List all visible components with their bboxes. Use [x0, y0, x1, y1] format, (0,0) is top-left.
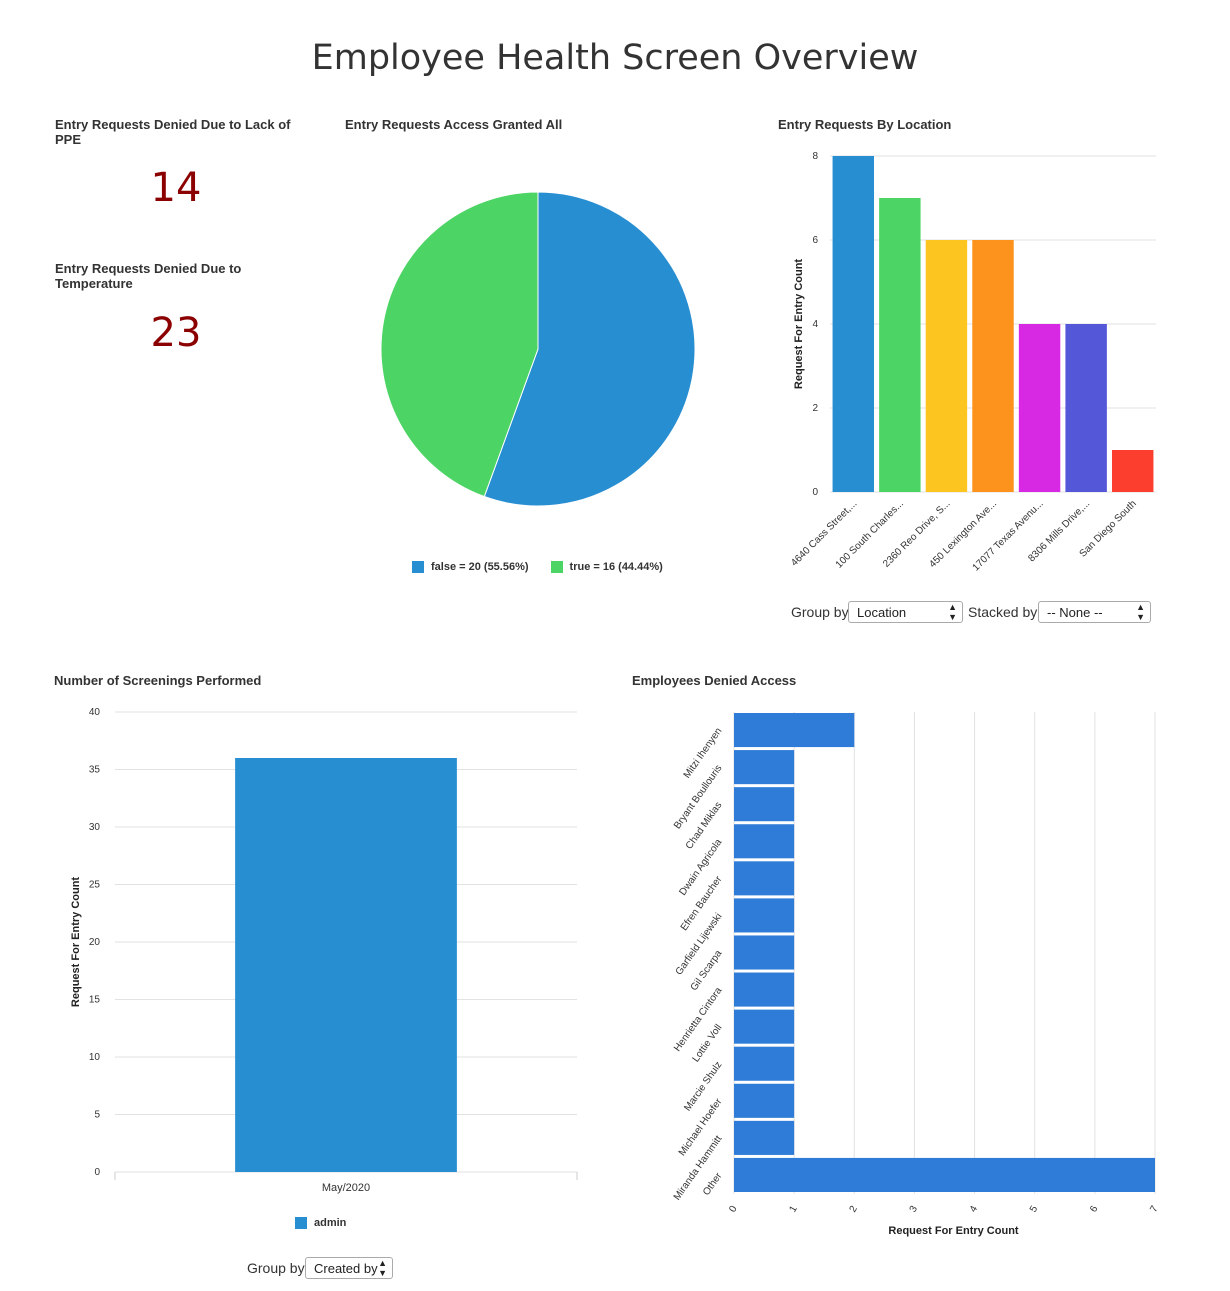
- screenings-group-by-select[interactable]: Created by ▲ ▼: [305, 1257, 393, 1279]
- y-tick-label: 0: [812, 487, 818, 498]
- employee-bar[interactable]: [734, 824, 795, 859]
- screenings-group-by-value: Created by: [314, 1261, 378, 1276]
- y-tick-label: 10: [89, 1052, 101, 1063]
- screenings-group-by-label: Group by: [247, 1260, 305, 1276]
- employee-bar[interactable]: [734, 1009, 795, 1044]
- screenings-bar-chart: 0 5 10 15 20 25 30 35 40 Request For Entry Count M…: [70, 707, 578, 1194]
- select-arrows-icon: ▲ ▼: [1136, 602, 1145, 622]
- x-axis-label: Request For Entry Count: [888, 1225, 1019, 1237]
- y-tick-label: Henrietta Cintora: [672, 985, 725, 1054]
- stacked-by-label: Stacked by: [968, 604, 1038, 620]
- employee-bar[interactable]: [734, 935, 795, 970]
- pie-slice-false[interactable]: [483, 191, 696, 507]
- x-tick-label: May/2020: [322, 1182, 370, 1194]
- select-arrows-icon: ▲ ▼: [378, 1258, 387, 1278]
- screenings-chart-title: Number of Screenings Performed: [54, 673, 262, 688]
- ppe-denied-count[interactable]: 14: [150, 165, 202, 211]
- x-tick-label: 0: [727, 1204, 740, 1215]
- select-arrows-icon: ▲ ▼: [948, 602, 957, 622]
- x-tick-label: 2: [848, 1204, 861, 1215]
- y-tick-label: Bryant Boullouris: [672, 763, 724, 831]
- legend-label-true[interactable]: true = 16 (44.44%): [569, 561, 663, 573]
- y-tick-label: 5: [94, 1110, 100, 1121]
- ppe-widget-title: Entry Requests Denied Due to Lack of PPE: [55, 117, 291, 147]
- location-bar[interactable]: [832, 156, 875, 492]
- x-tick-label: 1: [787, 1204, 800, 1215]
- employee-bar[interactable]: [734, 898, 795, 933]
- y-tick-label: Garfield Lijewski: [674, 911, 725, 977]
- y-tick-label: 8: [812, 151, 818, 162]
- location-bar[interactable]: [972, 240, 1014, 492]
- group-by-select[interactable]: Location ▲ ▼: [848, 601, 963, 623]
- y-axis-label: Request For Entry Count: [793, 259, 805, 390]
- location-bar[interactable]: [1018, 324, 1061, 492]
- y-axis-label: Request For Entry Count: [70, 877, 82, 1008]
- y-tick-label: 0: [94, 1167, 100, 1178]
- group-by-value: Location: [857, 605, 907, 620]
- employee-bar[interactable]: [734, 750, 795, 785]
- legend-swatch-admin: [295, 1217, 307, 1229]
- employee-bar[interactable]: [734, 787, 795, 822]
- legend-swatch-true: [550, 561, 563, 573]
- y-tick-label: 40: [89, 707, 101, 718]
- stacked-by-select[interactable]: -- None -- ▲ ▼: [1038, 601, 1151, 623]
- pie-slice-true[interactable]: [380, 191, 539, 498]
- employee-bar[interactable]: [734, 1157, 1155, 1192]
- denied-chart-title: Employees Denied Access: [632, 673, 797, 688]
- x-tick-label: 7: [1148, 1204, 1161, 1215]
- y-tick-label: 15: [89, 995, 101, 1006]
- x-tick-label: 4: [968, 1204, 981, 1215]
- temperature-widget-title: Entry Requests Denied Due to Temperature: [55, 261, 242, 291]
- legend-label-false[interactable]: false = 20 (55.56%): [431, 561, 529, 573]
- employee-bar[interactable]: [734, 1083, 795, 1118]
- location-chart-title: Entry Requests By Location: [778, 117, 952, 132]
- screenings-legend: admin: [295, 1217, 346, 1229]
- location-bar[interactable]: [925, 240, 968, 492]
- screenings-bar[interactable]: [235, 758, 457, 1172]
- temperature-denied-count[interactable]: 23: [150, 310, 202, 356]
- y-tick-label: 30: [89, 822, 101, 833]
- y-tick-label: 20: [89, 937, 101, 948]
- y-tick-label: 4: [812, 319, 818, 330]
- y-tick-label: 35: [89, 765, 101, 776]
- employee-bar[interactable]: [734, 1120, 795, 1155]
- access-granted-pie-chart: [380, 191, 696, 507]
- y-tick-label: Other: [701, 1170, 725, 1197]
- pie-legend: false = 20 (55.56%) true = 16 (44.44%): [412, 561, 663, 573]
- x-tick-label: 6: [1088, 1204, 1101, 1215]
- location-bar[interactable]: [1065, 324, 1107, 492]
- x-tick-label: 5: [1028, 1204, 1041, 1215]
- legend-label-admin[interactable]: admin: [314, 1217, 347, 1229]
- stacked-by-value: -- None --: [1047, 605, 1103, 620]
- legend-swatch-false: [412, 561, 424, 573]
- group-by-label: Group by: [791, 604, 849, 620]
- x-tick-label: 3: [908, 1204, 921, 1215]
- y-tick-label: 2: [812, 403, 818, 414]
- employee-bar[interactable]: [734, 972, 795, 1007]
- y-tick-label: 25: [89, 880, 101, 891]
- y-tick-label: Miranda Hammitt: [672, 1134, 725, 1203]
- y-tick-label: 6: [812, 235, 818, 246]
- employee-bar[interactable]: [734, 861, 795, 896]
- location-bar[interactable]: [879, 198, 921, 492]
- pie-chart-title: Entry Requests Access Granted All: [345, 117, 563, 132]
- employee-bar[interactable]: [734, 1046, 795, 1081]
- employee-bar[interactable]: [734, 713, 855, 748]
- location-bar[interactable]: [1111, 450, 1154, 492]
- page-title: Employee Health Screen Overview: [311, 38, 919, 78]
